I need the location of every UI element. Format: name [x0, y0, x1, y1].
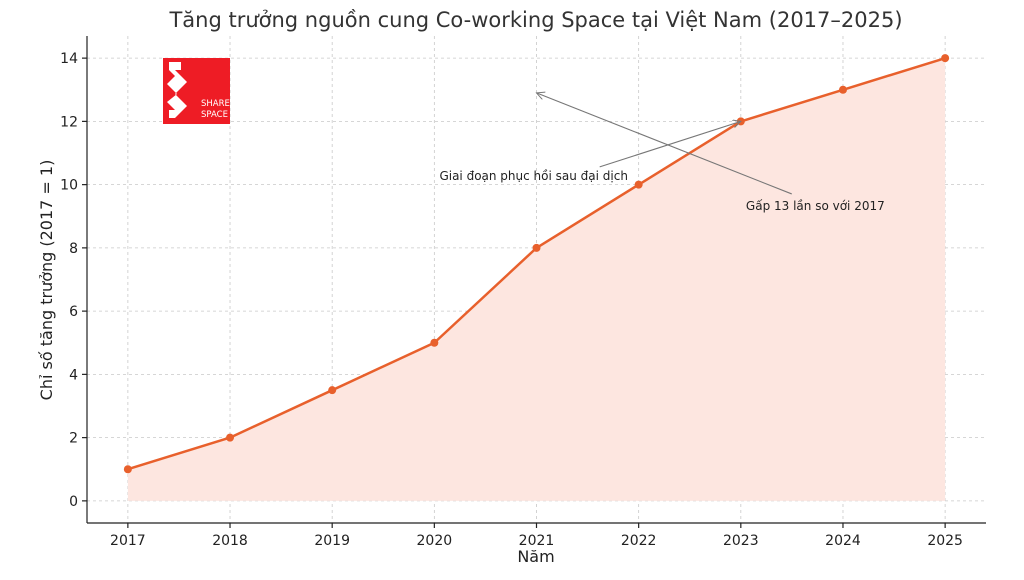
logo-text-line2: SPACE [201, 110, 228, 120]
x-axis-title: Năm [517, 547, 554, 566]
sharespace-logo-icon [167, 62, 187, 118]
annotation-label: Giai đoạn phục hồi sau đại dịch [439, 169, 628, 183]
annotations: Giai đoạn phục hồi sau đại dịch Gấp 13 lầ… [439, 93, 885, 213]
area-fill-shape [127, 58, 946, 501]
logo-text-line1: SHARE [201, 99, 230, 109]
x-tick-label: 2021 [519, 533, 555, 549]
y-tick-label: 8 [69, 241, 78, 257]
data-point [532, 243, 541, 252]
data-point [430, 338, 439, 347]
sharespace-logo: SHARE SPACE [163, 58, 230, 124]
tick-labels: 2017 2018 2019 2020 2021 2022 2023 2024 2025 0 2 4 6… [60, 51, 963, 549]
data-point [941, 54, 950, 63]
x-tick-label: 2017 [110, 533, 146, 549]
x-tick-label: 2022 [621, 533, 657, 549]
y-tick-label: 2 [69, 431, 78, 447]
annotation-label: Gấp 13 lần so với 2017 [746, 199, 885, 213]
axes [82, 36, 986, 528]
data-point [328, 386, 337, 395]
x-tick-label: 2020 [417, 533, 453, 549]
data-point [838, 85, 847, 94]
annotation-arrow [537, 93, 792, 195]
x-tick-label: 2019 [314, 533, 350, 549]
y-tick-label: 10 [60, 178, 78, 194]
y-tick-label: 4 [69, 367, 78, 383]
y-tick-label: 12 [60, 114, 78, 130]
x-tick-label: 2023 [723, 533, 759, 549]
y-tick-label: 14 [60, 51, 78, 67]
data-point [123, 465, 132, 474]
y-axis-title: Chỉ số tăng trưởng (2017 = 1) [37, 160, 56, 401]
y-tick-label: 6 [69, 304, 78, 320]
x-tick-label: 2018 [212, 533, 248, 549]
x-tick-label: 2025 [927, 533, 963, 549]
x-tick-label: 2024 [825, 533, 861, 549]
chart-title: Tăng trưởng nguồn cung Co-working Space … [168, 8, 902, 32]
data-point [634, 180, 643, 189]
annotation-arrow [599, 121, 741, 168]
data-point [226, 433, 235, 442]
y-tick-label: 0 [69, 494, 78, 510]
area-fill [127, 58, 946, 501]
